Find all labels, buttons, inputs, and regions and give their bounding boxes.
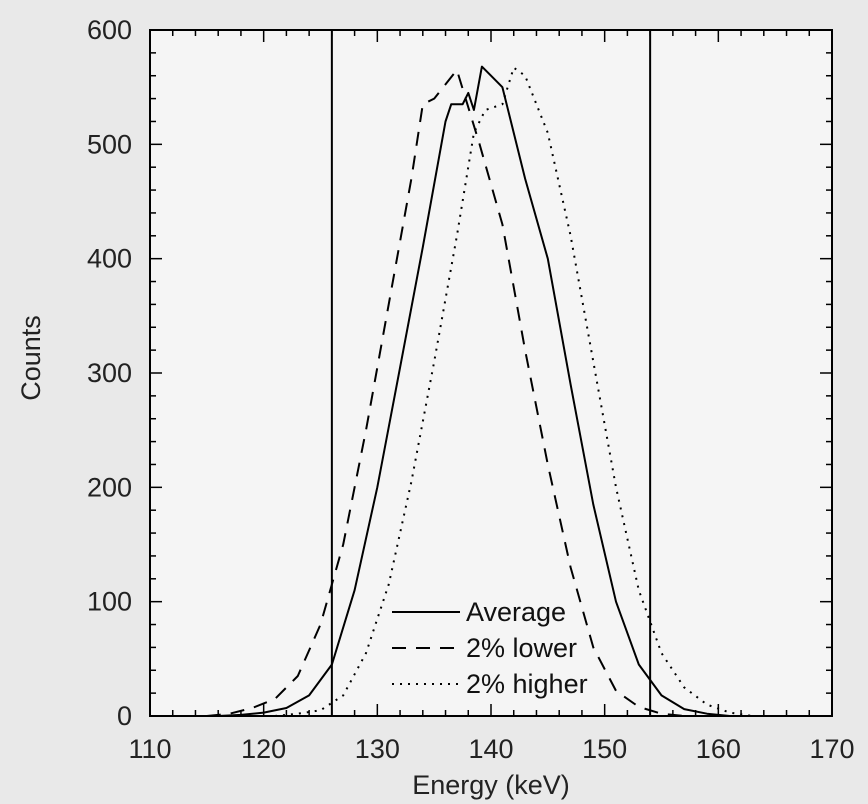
series-line-dotted (274, 66, 753, 717)
energy-window-lines (330, 30, 652, 716)
x-tick-label: 140 (468, 734, 513, 764)
y-tick-label: 600 (87, 15, 132, 45)
y-tick-label: 0 (117, 701, 132, 731)
series-line-dashed (206, 69, 685, 717)
y-tick-label: 400 (87, 244, 132, 274)
y-tick-label: 500 (87, 129, 132, 159)
legend-label: Average (466, 597, 566, 627)
x-tick-label: 150 (582, 734, 627, 764)
tick-labels: 110 120 130 140 150 160 170 0 100 200 300 400 500 600 (87, 15, 855, 764)
x-tick-label: 120 (241, 734, 286, 764)
x-tick-label: 170 (809, 734, 854, 764)
y-tick-label: 300 (87, 358, 132, 388)
y-tick-label: 200 (87, 472, 132, 502)
plot-area (149, 29, 833, 717)
y-tick-label: 100 (87, 587, 132, 617)
legend-label: 2% lower (466, 633, 577, 663)
legend-label: 2% higher (466, 669, 588, 699)
x-axis-title: Energy (keV) (412, 770, 570, 800)
legend: Average 2% lower 2% higher (392, 597, 588, 699)
x-tick-label: 160 (696, 734, 741, 764)
x-tick-label: 130 (355, 734, 400, 764)
y-axis-title: Counts (16, 315, 46, 401)
x-tick-label: 110 (128, 734, 171, 764)
data-series (206, 65, 753, 717)
series-line-solid (218, 65, 730, 717)
